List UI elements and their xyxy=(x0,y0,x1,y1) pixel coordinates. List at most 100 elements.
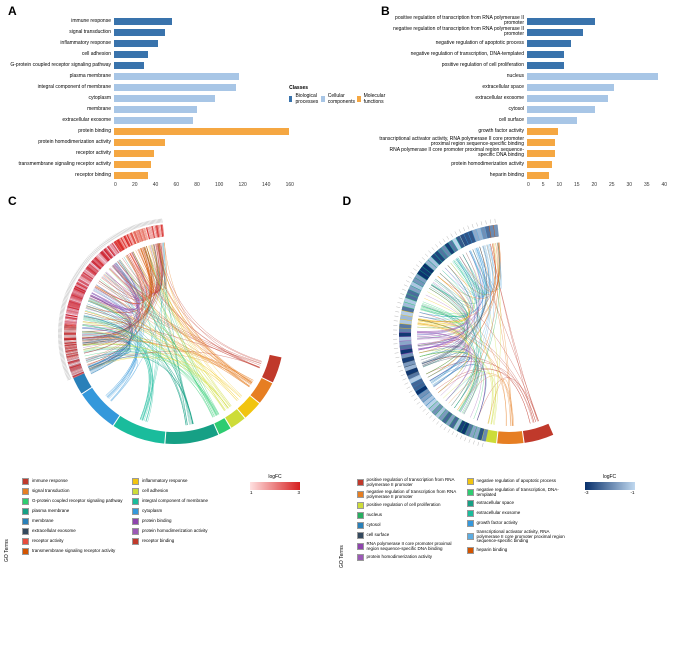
bar-label: extracellular exosome xyxy=(377,96,527,101)
gene-tick xyxy=(135,225,136,229)
gene-tick xyxy=(85,259,88,262)
logfc-D-max: -1 xyxy=(630,490,634,495)
bar-row: G-protein coupled receptor signaling pat… xyxy=(4,60,300,70)
go-legend-color xyxy=(357,491,364,498)
gene-tick xyxy=(149,221,150,225)
go-legend-item: negative regulation of transcription, DN… xyxy=(467,488,569,497)
gene-tick xyxy=(476,223,477,227)
go-legend-label: receptor binding xyxy=(142,539,174,544)
gene-tick xyxy=(90,254,93,257)
bar-row: cytoplasm xyxy=(4,93,300,103)
chord-gene-cell xyxy=(64,332,76,333)
go-legend-label: cytoplasm xyxy=(142,509,162,514)
bar-label: G-protein coupled receptor signaling pat… xyxy=(4,63,114,68)
bar xyxy=(114,128,289,135)
gene-tick xyxy=(402,289,406,291)
chord-ribbons xyxy=(417,243,539,426)
gene-tick xyxy=(425,254,428,257)
gene-tick xyxy=(442,239,444,242)
x-tick: 25 xyxy=(609,182,615,188)
panel-B: B positive regulation of transcription f… xyxy=(377,4,673,188)
bar xyxy=(527,150,555,157)
gene-tick xyxy=(393,348,397,349)
bar-row: negative regulation of transcription fro… xyxy=(377,27,673,37)
bar xyxy=(527,18,595,25)
bar-row: protein homodimerization activity xyxy=(377,159,673,169)
gene-tick xyxy=(104,242,106,245)
gene-tick xyxy=(406,387,410,389)
go-legend-label: plasma membrane xyxy=(32,509,69,514)
bar-label: heparin binding xyxy=(377,173,527,178)
gene-tick xyxy=(432,418,435,421)
gene-tick xyxy=(421,257,424,260)
legend-label: Cellular components xyxy=(328,93,357,105)
go-legend-item: heparin binding xyxy=(467,547,569,554)
gene-tick xyxy=(101,244,104,247)
go-legend-color xyxy=(22,518,29,525)
gene-tick xyxy=(62,305,66,306)
chord-ribbons xyxy=(82,243,262,426)
bar-row: protein homodimerization activity xyxy=(4,137,300,147)
bar-label: positive regulation of transcription fro… xyxy=(377,16,527,26)
bar xyxy=(114,40,158,47)
gene-tick xyxy=(61,360,65,361)
figure-container: A immune responsesignal transductioninfl… xyxy=(0,0,677,572)
go-legend-color xyxy=(357,543,364,550)
x-tick: 80 xyxy=(194,182,200,188)
gene-tick xyxy=(397,366,401,367)
x-tick: 120 xyxy=(239,182,247,188)
gene-tick xyxy=(418,261,421,264)
gene-tick xyxy=(60,355,64,356)
go-legend-color xyxy=(357,512,364,519)
gene-tick xyxy=(64,369,68,370)
gene-tick xyxy=(65,372,69,373)
gene-tick xyxy=(64,297,68,298)
go-legend-C-title: GO Terms xyxy=(4,474,10,562)
go-legend-item: transmembrane signaling receptor activit… xyxy=(22,548,124,555)
chord-go-segment xyxy=(522,424,552,443)
bar xyxy=(114,139,165,146)
go-legend-color xyxy=(467,510,474,517)
go-legend-item: negative regulation of apoptotic process xyxy=(467,478,569,485)
bar-label: cytoplasm xyxy=(4,96,114,101)
gene-tick xyxy=(97,247,100,250)
go-legend-label: integral component of membrane xyxy=(142,499,208,504)
gene-tick xyxy=(447,429,449,432)
gene-tick xyxy=(144,222,145,226)
gene-tick xyxy=(152,220,153,224)
x-axis: 0510152025303540 xyxy=(527,182,667,188)
gene-tick xyxy=(61,306,65,307)
go-legend-color xyxy=(22,498,29,505)
gene-tick xyxy=(425,412,428,415)
bar-row: plasma membrane xyxy=(4,71,300,81)
gene-tick xyxy=(414,398,417,400)
logfc-C: logFC 1 3 xyxy=(250,474,300,562)
chord-D-container xyxy=(339,194,659,474)
go-legend-color xyxy=(467,478,474,485)
logfc-C-labels: 1 3 xyxy=(250,490,300,495)
go-legend-label: cytosol xyxy=(367,523,381,528)
go-legend-color xyxy=(357,522,364,529)
bar-row: growth factor activity xyxy=(377,126,673,136)
go-legend-label: negative regulation of transcription, DN… xyxy=(477,488,569,497)
gene-tick xyxy=(85,260,88,263)
bar xyxy=(527,51,564,58)
chord-gene-cell xyxy=(64,334,76,335)
go-legend-label: growth factor activity xyxy=(477,521,518,526)
classes-legend-item: Cellular components xyxy=(321,93,357,105)
gene-tick xyxy=(66,375,70,376)
x-tick: 140 xyxy=(262,182,270,188)
bar-row: cytosol xyxy=(377,104,673,114)
go-legend-color xyxy=(132,538,139,545)
gene-tick xyxy=(137,224,138,228)
gene-tick xyxy=(68,379,72,381)
bar-label: transcriptional activator activity, RNA … xyxy=(377,137,527,147)
bar-row: extracellular exosome xyxy=(4,115,300,125)
bar-label: protein homodimerization activity xyxy=(4,140,114,145)
bar-label: negative regulation of transcription, DN… xyxy=(377,52,527,57)
bar-row: receptor binding xyxy=(4,170,300,180)
gene-tick xyxy=(59,349,63,350)
row-chords: C GO Terms immune responsesignal transdu… xyxy=(4,194,673,568)
gene-tick xyxy=(404,383,408,385)
bar xyxy=(114,73,239,80)
